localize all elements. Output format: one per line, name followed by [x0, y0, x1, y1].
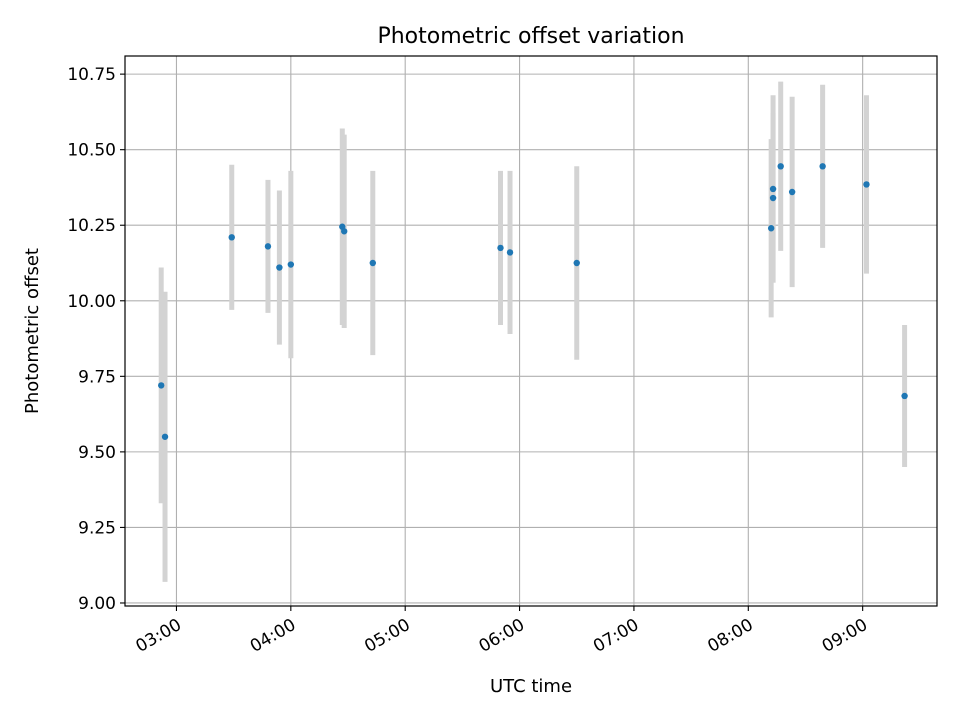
data-point	[276, 264, 283, 271]
chart-title: Photometric offset variation	[377, 24, 684, 49]
data-point	[369, 259, 376, 267]
grid-lines	[125, 56, 937, 606]
data-point	[863, 181, 870, 188]
data-point	[228, 234, 235, 241]
data-point	[819, 163, 826, 170]
axes-frame	[124, 55, 938, 607]
y-tick-label: 9.00	[78, 594, 116, 614]
data-point	[573, 259, 580, 267]
data-point	[901, 392, 908, 400]
x-axis-label: UTC time	[490, 676, 572, 697]
y-tick-label: 9.50	[78, 443, 116, 463]
y-tick-label: 10.25	[67, 216, 116, 236]
data-point	[769, 185, 777, 193]
data-point	[788, 188, 796, 196]
y-axis-label: Photometric offset	[22, 248, 43, 414]
data-point	[777, 163, 784, 170]
y-tick-label: 10.50	[67, 141, 116, 161]
data-point	[341, 228, 348, 235]
data-points	[158, 163, 908, 440]
y-tick-label: 9.25	[78, 518, 116, 538]
data-point	[161, 433, 169, 440]
y-tick-label: 9.75	[78, 367, 116, 387]
y-tick-label: 10.00	[67, 292, 116, 312]
data-point	[264, 243, 272, 250]
data-point	[769, 194, 777, 202]
data-point	[158, 382, 165, 389]
data-point	[506, 249, 514, 256]
data-point	[287, 261, 295, 268]
data-point	[497, 244, 504, 252]
data-point	[767, 225, 775, 232]
y-tick-label: 10.75	[67, 65, 116, 85]
